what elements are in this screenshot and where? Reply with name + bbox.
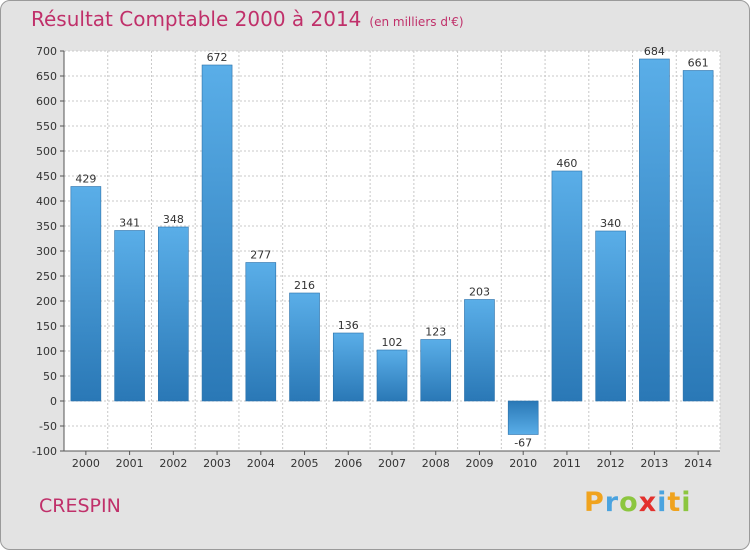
logo-letter: r — [604, 487, 620, 518]
y-tick-label: 400 — [36, 195, 57, 208]
bar-2013 — [639, 58, 670, 402]
data-label-2006: 136 — [338, 319, 359, 332]
y-tick-label: 450 — [36, 170, 57, 183]
data-label-2003: 672 — [207, 51, 228, 64]
y-tick-label: 300 — [36, 245, 57, 258]
y-tick-label: 350 — [36, 220, 57, 233]
bar-2002 — [158, 226, 189, 402]
x-tick-label-2008: 2008 — [422, 457, 450, 470]
logo-letter: o — [619, 487, 639, 518]
x-tick-label-2009: 2009 — [465, 457, 493, 470]
y-tick-label: 50 — [43, 370, 57, 383]
data-label-2012: 340 — [600, 217, 621, 230]
title-block: Résultat Comptable 2000 à 2014 (en millie… — [31, 7, 464, 31]
y-tick-label: -100 — [32, 445, 57, 458]
logo-letter: x — [638, 487, 658, 518]
y-tick-label: 200 — [36, 295, 57, 308]
bar-2012 — [595, 230, 626, 402]
bar-2007 — [376, 349, 408, 402]
data-label-2013: 684 — [644, 45, 665, 58]
x-tick-label-2005: 2005 — [291, 457, 319, 470]
bar-2010 — [507, 400, 539, 435]
chart-title: Résultat Comptable 2000 à 2014 — [31, 7, 362, 31]
y-tick-label: 150 — [36, 320, 57, 333]
logo-letter: i — [657, 487, 668, 518]
x-tick-label-2003: 2003 — [203, 457, 231, 470]
y-tick-label: 250 — [36, 270, 57, 283]
bar-2008 — [420, 339, 452, 402]
proxiti-logo: Proxiti — [584, 487, 692, 518]
x-tick-label-2012: 2012 — [597, 457, 625, 470]
x-tick-label-2011: 2011 — [553, 457, 581, 470]
x-tick-label-2013: 2013 — [640, 457, 668, 470]
bar-2000 — [70, 186, 102, 402]
data-label-2001: 341 — [119, 217, 140, 230]
bar-2014 — [682, 70, 714, 402]
x-tick-label-2010: 2010 — [509, 457, 537, 470]
x-tick-label-2007: 2007 — [378, 457, 406, 470]
y-tick-label: 500 — [36, 145, 57, 158]
commune-name: CRESPIN — [39, 495, 121, 517]
data-label-2008: 123 — [425, 326, 446, 339]
data-label-2004: 277 — [250, 249, 271, 262]
y-tick-label: 100 — [36, 345, 57, 358]
y-tick-label: 550 — [36, 120, 57, 133]
y-tick-label: 600 — [36, 95, 57, 108]
logo-letter: P — [584, 487, 605, 518]
bar-2011 — [551, 170, 583, 402]
x-tick-label-2002: 2002 — [159, 457, 187, 470]
data-label-2010: -67 — [514, 437, 532, 450]
x-tick-label-2004: 2004 — [247, 457, 275, 470]
y-tick-label: -50 — [39, 420, 57, 433]
data-label-2011: 460 — [556, 157, 577, 170]
chart-subtitle: (en milliers d'€) — [369, 15, 464, 29]
data-label-2000: 429 — [75, 173, 96, 186]
data-label-2007: 102 — [382, 336, 403, 349]
logo-letter: t — [667, 487, 682, 518]
x-tick-label-2006: 2006 — [334, 457, 362, 470]
bar-2004 — [245, 262, 277, 402]
y-tick-label: 700 — [36, 45, 57, 58]
logo-letter: i — [681, 487, 692, 518]
bar-2009 — [464, 299, 495, 402]
y-tick-label: 0 — [50, 395, 57, 408]
y-tick-label: 650 — [36, 70, 57, 83]
data-label-2005: 216 — [294, 279, 315, 292]
data-label-2009: 203 — [469, 286, 490, 299]
bar-2005 — [289, 292, 320, 402]
data-label-2002: 348 — [163, 213, 184, 226]
bar-2006 — [332, 332, 364, 402]
x-tick-label-2014: 2014 — [684, 457, 712, 470]
data-label-2014: 661 — [688, 57, 709, 70]
bar-2001 — [114, 230, 145, 402]
x-tick-label-2000: 2000 — [72, 457, 100, 470]
bar-2003 — [201, 64, 233, 402]
x-tick-label-2001: 2001 — [116, 457, 144, 470]
